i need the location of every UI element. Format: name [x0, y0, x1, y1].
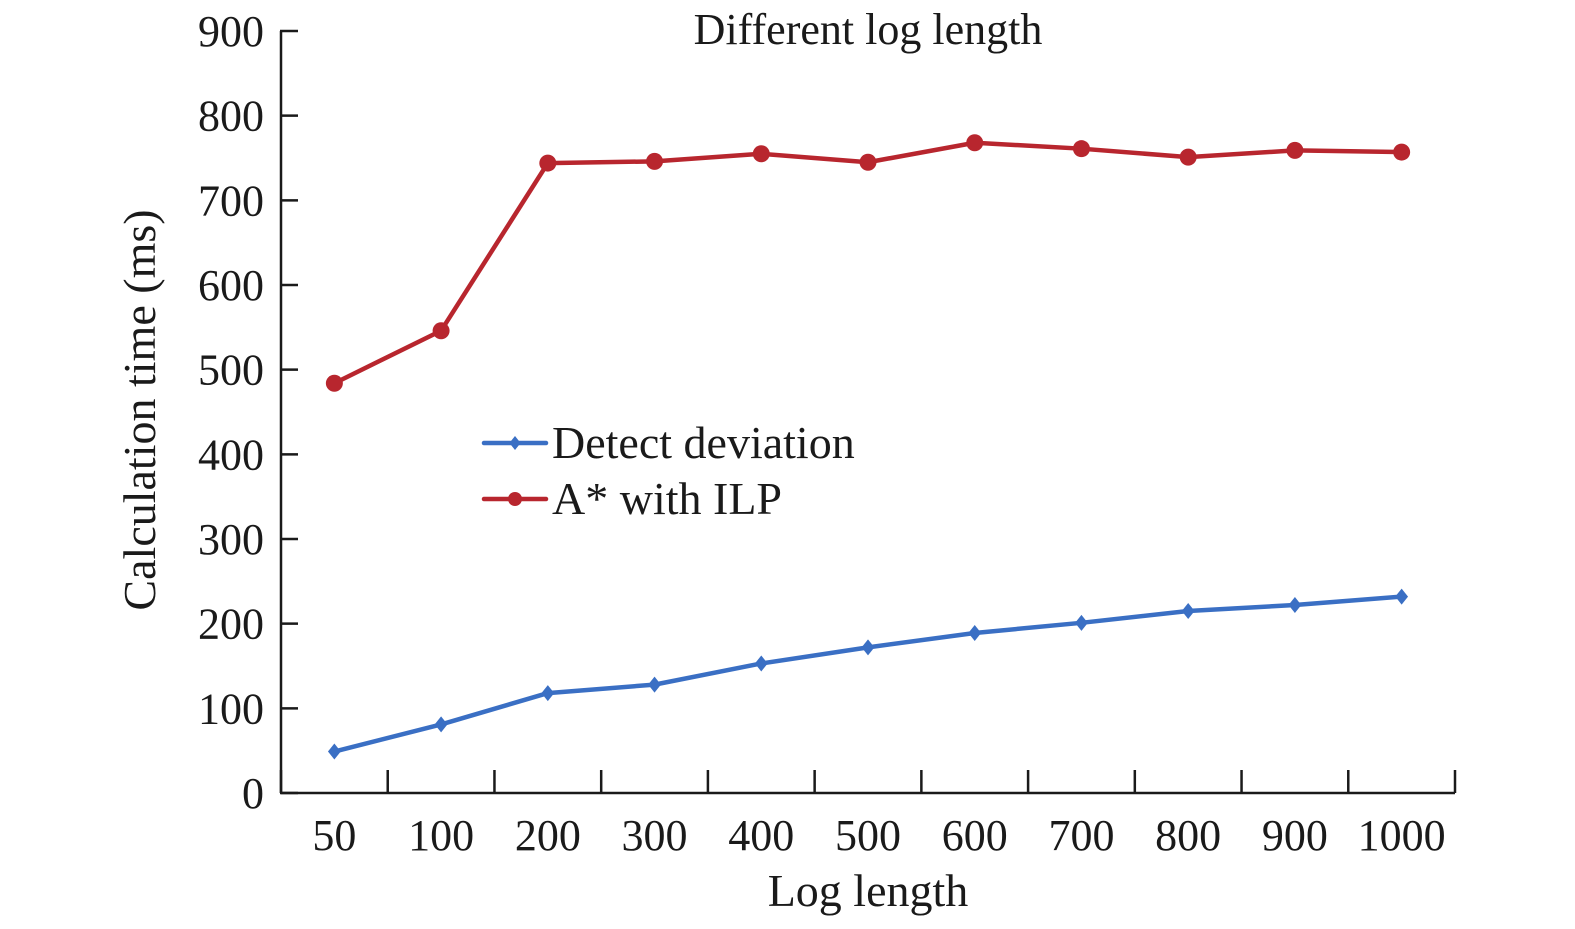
x-tick-label: 900 [1262, 811, 1328, 860]
data-point-detect-deviation [1075, 614, 1088, 631]
legend-marker-detect-deviation [509, 436, 521, 450]
data-point-detect-deviation [754, 655, 768, 672]
x-tick-label: 500 [835, 811, 901, 860]
data-point-detect-deviation [541, 685, 555, 702]
data-point-detect-deviation [648, 676, 661, 693]
data-point-detect-deviation [968, 624, 982, 641]
data-point-a-star-with-ilp [646, 152, 664, 170]
data-point-a-star-with-ilp [432, 322, 450, 340]
y-tick-label: 500 [198, 346, 264, 395]
y-tick-label: 100 [198, 684, 264, 733]
series-line-detect-deviation [332, 594, 1404, 754]
x-tick-label: 700 [1048, 811, 1114, 860]
data-point-detect-deviation [1181, 602, 1195, 619]
x-tick-label: 200 [515, 811, 581, 860]
x-tick-label: 100 [408, 811, 474, 860]
legend-item-a-star-with-ilp: A* with ILP [481, 473, 782, 524]
series-layer [325, 134, 1411, 760]
data-point-a-star-with-ilp [325, 374, 343, 392]
x-axis-title: Log length [768, 865, 969, 916]
x-tick-label: 1000 [1358, 811, 1446, 860]
y-tick-label: 300 [198, 515, 264, 564]
data-point-a-star-with-ilp [1286, 141, 1304, 159]
y-tick-label: 900 [198, 7, 264, 56]
legend-marker-a-star-with-ilp [508, 492, 522, 506]
y-tick-label: 0 [242, 769, 264, 818]
x-tick-label: 800 [1155, 811, 1221, 860]
data-point-detect-deviation [861, 639, 875, 656]
x-tick-label: 300 [622, 811, 688, 860]
legend-label-detect-deviation: Detect deviation [552, 417, 855, 468]
y-axis-title: Calculation time (ms) [114, 209, 165, 610]
x-axis: 50 100 200 300 400 500 600 700 800 900 1000 [279, 770, 1457, 860]
y-tick-label: 400 [198, 430, 264, 479]
series-a-star-with-ilp [325, 134, 1411, 392]
data-point-a-star-with-ilp [1072, 140, 1090, 158]
y-axis: 0 100 200 300 400 500 600 700 800 900 [198, 7, 298, 818]
data-point-detect-deviation [1288, 597, 1302, 614]
x-tick-label: 400 [728, 811, 794, 860]
data-point-detect-deviation [327, 743, 341, 760]
data-point-a-star-with-ilp [859, 153, 877, 171]
y-tick-label: 700 [198, 176, 264, 225]
y-tick-label: 600 [198, 261, 264, 310]
legend-label-a-star-with-ilp: A* with ILP [552, 473, 782, 524]
legend-item-detect-deviation: Detect deviation [481, 417, 855, 468]
data-point-a-star-with-ilp [1179, 148, 1197, 166]
data-point-detect-deviation [434, 716, 448, 733]
y-tick-label: 200 [198, 600, 264, 649]
series-detect-deviation [327, 588, 1409, 760]
data-point-detect-deviation [1395, 588, 1409, 605]
y-tick-label: 800 [198, 92, 264, 141]
data-point-a-star-with-ilp [966, 134, 984, 152]
x-tick-label: 50 [312, 811, 356, 860]
series-line-a-star-with-ilp [332, 140, 1404, 386]
data-point-a-star-with-ilp [752, 145, 770, 163]
legend: Detect deviation A* with ILP [481, 417, 855, 524]
x-tick-label: 600 [942, 811, 1008, 860]
data-point-a-star-with-ilp [539, 154, 557, 172]
chart-title: Different log length [694, 5, 1043, 54]
data-point-a-star-with-ilp [1393, 143, 1411, 161]
